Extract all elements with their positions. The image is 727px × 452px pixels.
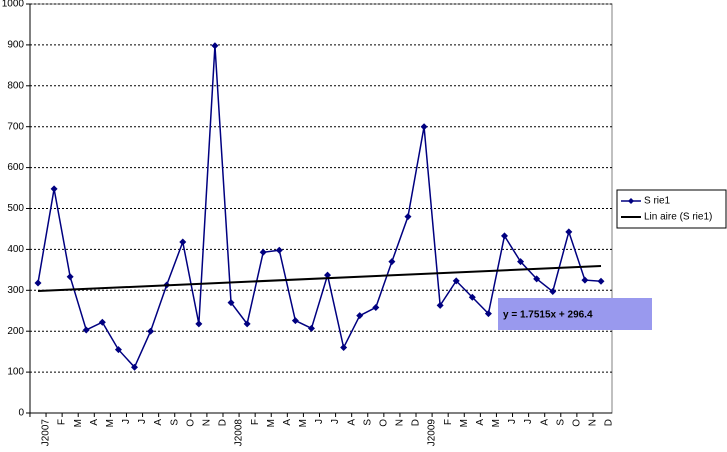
- data-point: [147, 327, 155, 335]
- x-tick-label: S: [169, 419, 180, 426]
- x-tick-label: J: [330, 419, 341, 424]
- data-point: [340, 344, 348, 352]
- trendline: [37, 264, 602, 293]
- data-point: [565, 228, 573, 236]
- y-tick-label: 600: [7, 162, 24, 173]
- data-point: [517, 258, 525, 266]
- data-point: [307, 324, 315, 332]
- data-point: [34, 279, 42, 287]
- x-tick-label: J2008: [234, 419, 245, 447]
- x-tick-label: N: [588, 419, 599, 426]
- data-point: [211, 42, 219, 50]
- x-tick-label: M: [491, 419, 502, 427]
- data-point: [436, 301, 444, 309]
- data-point: [324, 271, 332, 279]
- x-tick-label: F: [57, 419, 68, 425]
- x-tick-label: O: [185, 419, 196, 427]
- legend-label: Lin aire (S rie1): [644, 212, 712, 223]
- data-point: [388, 258, 396, 266]
- y-tick-label: 300: [7, 285, 24, 296]
- x-tick-label: J: [523, 419, 534, 424]
- equation-box: [498, 298, 652, 330]
- x-tick-label: N: [201, 419, 212, 426]
- data-point: [114, 346, 122, 354]
- data-point: [452, 277, 460, 285]
- x-tick-label: F: [250, 419, 261, 425]
- data-point: [549, 288, 557, 296]
- x-tick-label: J: [121, 419, 132, 424]
- data-point: [356, 312, 364, 320]
- x-tick-label: O: [378, 419, 389, 427]
- x-tick-label: O: [571, 419, 582, 427]
- x-tick-label: S: [555, 419, 566, 426]
- data-point: [420, 123, 428, 131]
- x-tick-label: J: [137, 419, 148, 424]
- y-tick-label: 1000: [2, 0, 25, 10]
- x-tick-label: N: [395, 419, 406, 426]
- data-point: [275, 246, 283, 254]
- trendline-equation: y = 1.7515x + 296.4: [503, 310, 593, 321]
- data-point: [243, 320, 251, 328]
- data-point: [468, 293, 476, 301]
- x-tick-label: J: [507, 419, 518, 424]
- x-tick-label: A: [89, 419, 100, 426]
- legend-marker: [628, 198, 634, 204]
- y-tick-label: 900: [7, 40, 24, 51]
- data-point: [82, 326, 90, 334]
- y-tick-label: 100: [7, 367, 24, 378]
- x-tick-label: S: [362, 419, 373, 426]
- data-point: [259, 248, 267, 256]
- data-point: [404, 213, 412, 221]
- data-point: [66, 273, 74, 281]
- data-point: [500, 232, 508, 240]
- x-tick-label: M: [105, 419, 116, 427]
- x-tick-label: M: [73, 419, 84, 427]
- x-tick-label: M: [459, 419, 470, 427]
- data-point: [581, 276, 589, 284]
- y-tick-label: 200: [7, 326, 24, 337]
- x-tick-label: F: [443, 419, 454, 425]
- legend-label: S rie1: [644, 196, 671, 207]
- x-tick-label: D: [218, 419, 229, 426]
- x-tick-label: J2007: [41, 419, 52, 447]
- data-point: [50, 185, 58, 193]
- x-tick-label: A: [346, 419, 357, 426]
- y-tick-label: 500: [7, 203, 24, 214]
- x-tick-label: M: [298, 419, 309, 427]
- data-point: [179, 238, 187, 246]
- y-tick-label: 800: [7, 80, 24, 91]
- series-line: [37, 45, 602, 369]
- data-point: [291, 317, 299, 325]
- data-point: [484, 310, 492, 318]
- x-tick-label: A: [282, 419, 293, 426]
- data-point: [131, 363, 139, 371]
- data-point: [533, 275, 541, 283]
- x-tick-label: D: [411, 419, 422, 426]
- data-point: [227, 299, 235, 307]
- data-point: [597, 277, 605, 285]
- y-tick-label: 700: [7, 121, 24, 132]
- y-tick-label: 0: [18, 408, 24, 419]
- x-tick-label: J2009: [427, 419, 438, 447]
- data-point: [372, 303, 380, 311]
- legend-box: [616, 189, 727, 229]
- x-tick-label: A: [539, 419, 550, 426]
- x-tick-label: A: [475, 419, 486, 426]
- x-tick-label: D: [604, 419, 615, 426]
- x-tick-label: J: [314, 419, 325, 424]
- data-point: [195, 320, 203, 328]
- data-point: [98, 318, 106, 326]
- x-tick-label: M: [266, 419, 277, 427]
- x-tick-label: A: [153, 419, 164, 426]
- y-tick-label: 400: [7, 244, 24, 255]
